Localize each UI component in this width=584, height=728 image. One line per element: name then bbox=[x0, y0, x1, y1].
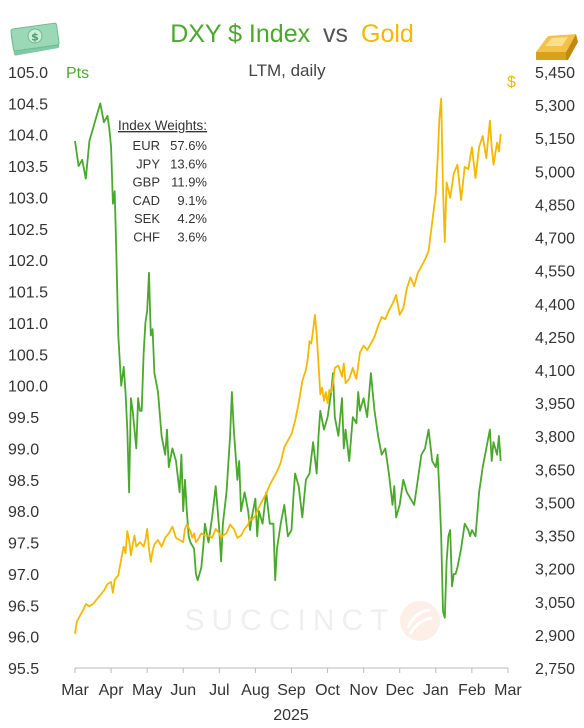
x-tick-label: Nov bbox=[349, 682, 377, 699]
plot-area bbox=[74, 97, 502, 634]
left-tick-label: 100.0 bbox=[8, 379, 48, 396]
x-tick-label: Jun bbox=[170, 682, 196, 699]
watermark: SUCCINCT bbox=[185, 601, 440, 641]
weight-percent: 4.2% bbox=[177, 211, 207, 226]
weight-currency: CAD bbox=[133, 193, 160, 208]
left-axis-unit: Pts bbox=[66, 65, 89, 82]
right-tick-label: 3,650 bbox=[535, 462, 575, 479]
right-tick-label: 2,750 bbox=[535, 661, 575, 678]
right-tick-label: 5,450 bbox=[535, 65, 575, 82]
title-gold: Gold bbox=[361, 20, 414, 48]
left-axis: 95.5 96.0 96.5 97.0 97.5 98.0 98.5 99.0 99.5 100.… bbox=[8, 65, 48, 678]
weight-currency: CHF bbox=[133, 230, 160, 245]
left-tick-label: 99.0 bbox=[8, 441, 39, 458]
x-tick-label: Feb bbox=[458, 682, 486, 699]
right-tick-label: 3,500 bbox=[535, 495, 575, 512]
left-tick-label: 95.5 bbox=[8, 661, 39, 678]
index-weights-box: Index Weights: EUR 57.6% JPY 13.6% GBP 11.9% C… bbox=[118, 118, 207, 245]
weight-percent: 11.9% bbox=[171, 175, 207, 190]
left-tick-label: 104.5 bbox=[8, 96, 48, 113]
title-dxy: DXY $ Index bbox=[170, 20, 310, 48]
left-tick-label: 96.0 bbox=[8, 630, 39, 647]
left-tick-label: 105.0 bbox=[8, 65, 48, 82]
dollar-bills-icon: $ bbox=[10, 22, 60, 56]
left-tick-label: 99.5 bbox=[8, 410, 39, 427]
left-tick-label: 101.5 bbox=[8, 285, 48, 302]
left-tick-label: 102.0 bbox=[8, 253, 48, 270]
left-tick-label: 104.0 bbox=[8, 128, 48, 145]
index-weights-heading: Index Weights: bbox=[118, 118, 207, 133]
right-tick-label: 5,300 bbox=[535, 98, 575, 115]
weight-currency: JPY bbox=[136, 156, 160, 171]
x-axis-label: 2025 bbox=[273, 707, 309, 724]
right-tick-label: 4,850 bbox=[535, 197, 575, 214]
right-tick-label: 3,350 bbox=[535, 529, 575, 546]
x-tick-label: Sep bbox=[277, 682, 306, 699]
left-tick-label: 101.0 bbox=[8, 316, 48, 333]
left-tick-label: 100.5 bbox=[8, 347, 48, 364]
left-tick-label: 98.5 bbox=[8, 473, 39, 490]
x-tick-label: Mar bbox=[61, 682, 89, 699]
watermark-text: SUCCINCT bbox=[185, 604, 396, 637]
chart-title: DXY $ Index vs Gold bbox=[170, 20, 414, 48]
right-tick-label: 4,700 bbox=[535, 231, 575, 248]
weight-percent: 57.6% bbox=[170, 138, 207, 153]
chart-subtitle: LTM, daily bbox=[248, 61, 326, 80]
weight-currency: SEK bbox=[134, 211, 160, 226]
left-tick-label: 103.0 bbox=[8, 190, 48, 207]
weight-percent: 3.6% bbox=[177, 230, 207, 245]
left-tick-label: 97.0 bbox=[8, 567, 39, 584]
weight-percent: 9.1% bbox=[177, 193, 207, 208]
right-tick-label: 3,200 bbox=[535, 562, 575, 579]
weight-percent: 13.6% bbox=[170, 156, 207, 171]
x-tick-label: Oct bbox=[315, 682, 340, 699]
title-vs: vs bbox=[323, 20, 348, 48]
right-tick-label: 3,800 bbox=[535, 429, 575, 446]
left-tick-label: 97.5 bbox=[8, 536, 39, 553]
right-tick-label: 4,550 bbox=[535, 264, 575, 281]
left-tick-label: 102.5 bbox=[8, 222, 48, 239]
x-tick-label: Jul bbox=[209, 682, 229, 699]
right-tick-label: 2,900 bbox=[535, 628, 575, 645]
left-tick-label: 96.5 bbox=[8, 598, 39, 615]
x-axis: Mar Apr May Jun Jul Aug Sep Oct Nov Dec Jan Feb Mar bbox=[61, 668, 522, 699]
left-tick-label: 103.5 bbox=[8, 159, 48, 176]
right-tick-label: 4,400 bbox=[535, 297, 575, 314]
x-tick-label: Jan bbox=[423, 682, 449, 699]
x-tick-label: May bbox=[132, 682, 162, 699]
right-axis-unit: $ bbox=[507, 74, 516, 91]
gold-series-line bbox=[74, 97, 502, 634]
x-tick-label: Aug bbox=[241, 682, 269, 699]
x-tick-label: Apr bbox=[99, 682, 125, 699]
x-tick-label: Mar bbox=[494, 682, 522, 699]
gold-bar-icon bbox=[536, 34, 578, 60]
right-tick-label: 5,000 bbox=[535, 164, 575, 181]
right-axis: 2,750 2,900 3,050 3,200 3,350 3,500 3,650 3,800… bbox=[535, 65, 575, 678]
dxy-series-line bbox=[74, 102, 502, 619]
weight-currency: GBP bbox=[133, 175, 160, 190]
right-tick-label: 3,050 bbox=[535, 595, 575, 612]
svg-text:$: $ bbox=[31, 31, 39, 44]
right-tick-label: 5,150 bbox=[535, 131, 575, 148]
right-tick-label: 4,250 bbox=[535, 330, 575, 347]
x-tick-label: Dec bbox=[385, 682, 413, 699]
right-tick-label: 3,950 bbox=[535, 396, 575, 413]
weight-currency: EUR bbox=[133, 138, 160, 153]
left-tick-label: 98.0 bbox=[8, 504, 39, 521]
right-tick-label: 4,100 bbox=[535, 363, 575, 380]
